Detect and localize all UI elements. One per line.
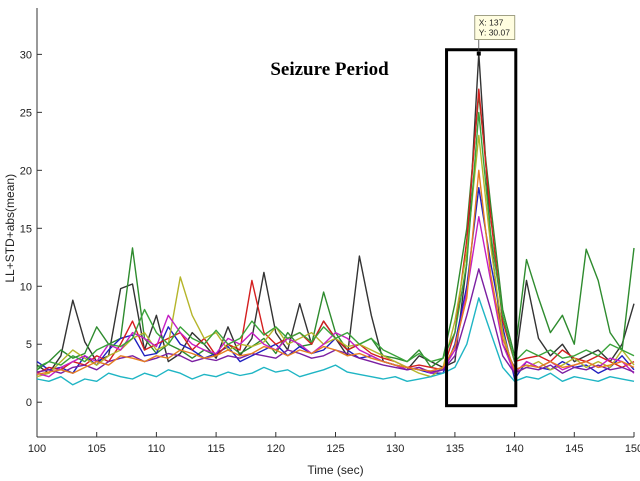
series-line-10	[36, 169, 635, 376]
y-tick-label: 10	[20, 281, 32, 293]
y-tick-label: 25	[20, 107, 32, 119]
datatip-marker	[476, 51, 481, 56]
series-line-6	[36, 215, 635, 378]
datatip-x-label: X: 137	[479, 18, 504, 28]
x-tick-label: 125	[326, 443, 344, 455]
x-tick-label: 135	[446, 443, 464, 455]
axes: 100 105 110 115 120 125 130 135 140 145 150 0 5 10 15 2…	[20, 8, 640, 455]
y-axis-label: LL+STD+abs(mean)	[3, 174, 17, 283]
x-tick-label: 105	[88, 443, 106, 455]
x-tick-label: 150	[625, 443, 640, 455]
series-line-2	[36, 94, 635, 371]
datatip: X: 137 Y: 30.07	[474, 15, 516, 56]
series-line-7	[36, 297, 635, 386]
y-tick-label: 30	[20, 49, 32, 61]
series-line-8	[36, 111, 635, 369]
y-tick-label: 0	[26, 397, 32, 409]
series-layer	[36, 52, 635, 386]
y-tick-label: 5	[26, 339, 32, 351]
x-axis-label: Time (sec)	[307, 463, 363, 477]
x-tick-label: 110	[148, 443, 166, 455]
x-tick-label: 130	[386, 443, 404, 455]
datatip-box	[474, 15, 516, 40]
seizure-period-box	[445, 48, 518, 408]
series-line-1	[36, 52, 635, 374]
x-tick-label: 140	[505, 443, 523, 455]
x-tick-label: 120	[267, 443, 285, 455]
seizure-period-label: Seizure Period	[270, 59, 389, 80]
y-tick-label: 20	[20, 165, 32, 177]
datatip-y-label: Y: 30.07	[479, 28, 510, 38]
x-tick-label: 115	[207, 443, 225, 455]
x-tick-label: 145	[565, 443, 583, 455]
x-tick-label: 100	[28, 443, 46, 455]
y-tick-label: 15	[20, 223, 32, 235]
